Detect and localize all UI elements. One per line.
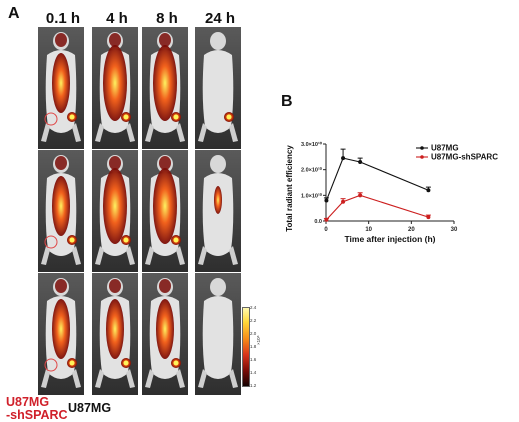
mouse-image	[142, 150, 188, 272]
colorbar-tick: 1.6	[250, 357, 257, 362]
colorbar-unit: ×10⁸	[256, 335, 261, 345]
mouse-image	[142, 273, 188, 395]
colorbar-tick: 1.8	[250, 344, 257, 349]
data-point	[426, 188, 431, 193]
mouse-image	[92, 150, 138, 272]
mouse-image	[38, 273, 84, 395]
time-label-3: 24 h	[204, 10, 235, 27]
colorbar	[242, 307, 250, 387]
x-tick-label: 30	[451, 227, 458, 233]
knockdown-label: U87MG -shSPARC	[6, 396, 68, 422]
mouse-image	[195, 150, 241, 272]
knockdown-label-line1: U87MG	[6, 395, 50, 409]
time-label-1: 4 h	[106, 10, 128, 27]
y-tick-label: 3.0×10¹⁰	[301, 141, 323, 148]
time-label-2: 8 h	[156, 10, 178, 27]
data-point	[341, 199, 346, 204]
y-tick-label: 1.0×10¹⁰	[301, 192, 323, 199]
series-line	[325, 157, 429, 201]
mouse-image	[38, 150, 84, 272]
data-point	[358, 159, 363, 164]
y-axis-label: Total radiant efficiency	[285, 145, 294, 232]
mouse-image	[38, 27, 84, 149]
x-tick-label: 20	[408, 227, 415, 233]
series-1	[323, 192, 431, 222]
time-label-0: 0.1 h	[45, 10, 81, 27]
colorbar-tick: 2.4	[250, 305, 257, 310]
mouse-image	[195, 27, 241, 149]
y-tick-label: 2.0×10¹⁰	[301, 167, 323, 174]
mouse-image	[92, 27, 138, 149]
series-line	[326, 194, 429, 221]
data-point	[341, 156, 346, 161]
control-label: U87MG	[68, 401, 112, 415]
imaging-grid	[38, 27, 248, 399]
data-point	[324, 217, 329, 222]
data-point	[324, 198, 329, 203]
y-tick-label: 0.0	[314, 219, 322, 225]
legend-marker	[420, 146, 424, 150]
mouse-image	[142, 27, 188, 149]
data-point	[358, 193, 363, 198]
legend-entry: U87MG	[431, 144, 459, 153]
colorbar-tick: 1.4	[250, 370, 257, 375]
panel-b-label: B	[281, 93, 293, 110]
x-axis-label: Time after injection (h)	[345, 234, 436, 244]
x-tick-label: 0	[324, 227, 328, 233]
series-0	[323, 148, 431, 203]
data-point	[426, 215, 431, 220]
radiant-efficiency-chart: 0.0 1.0×10¹⁰ 2.0×10¹⁰ 3.0×10¹⁰ 0 10 20 30 Time a…	[285, 141, 498, 244]
knockdown-label-line2: -shSPARC	[6, 408, 68, 422]
x-tick-label: 10	[365, 227, 372, 233]
colorbar-tick: 2.2	[250, 318, 257, 323]
colorbar-ticks: 2.4 2.2 2.0 1.8 1.6 1.4 1.2	[250, 305, 264, 389]
mouse-image	[92, 273, 138, 395]
legend-marker	[420, 155, 424, 159]
panel-a-label: A	[8, 5, 20, 22]
colorbar-tick: 1.2	[250, 383, 257, 388]
colorbar-tick: 2.0	[250, 331, 257, 336]
mouse-image	[195, 273, 241, 395]
legend-entry: U87MG-shSPARC	[431, 153, 498, 162]
